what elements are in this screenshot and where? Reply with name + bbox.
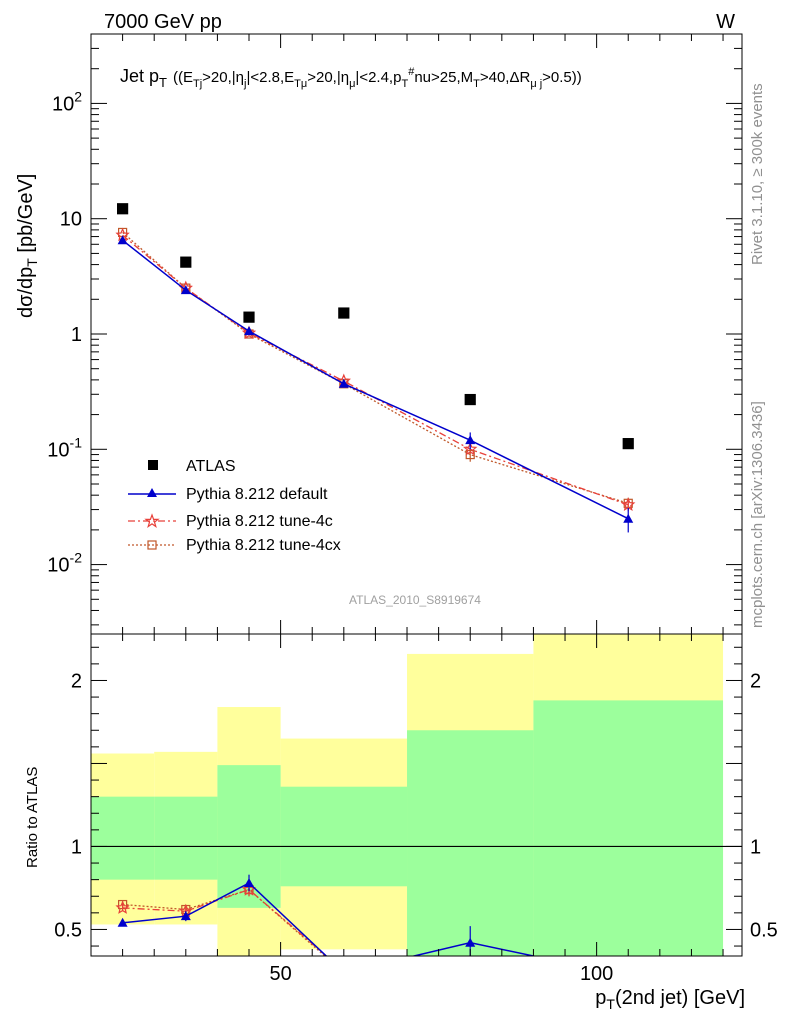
main-plot [115,203,636,533]
main-line-1 [122,239,629,520]
ratio-point-default-4 [465,937,476,947]
ratio-frame [90,633,743,957]
band-inner-4 [407,730,534,956]
band-inner-0 [91,796,155,880]
ratio-point-default-2 [244,877,255,887]
y-tick-label-ratio-left-2: 2 [71,670,82,692]
ratio-point-tune4c-5 [623,958,634,969]
ratio-point-tune4cx-4 [466,959,474,967]
analysis-id: ATLAS_2010_S8919674 [349,593,481,607]
legend-label-atlas: ATLAS [186,458,236,475]
plot-title: Jet pT ((ETj>20,|ηj|<2.8,ETμ>20,|ημ|<2.4,… [120,66,582,90]
main-point-default-5 [623,513,634,523]
ratio-line-2 [122,888,326,956]
main-point-default-3 [338,378,349,388]
main-point-tune4c-4 [462,441,478,456]
y-tick-label-main-4: 102 [52,88,82,115]
y-tick-label-ratio-right-1: 1 [750,836,761,858]
y-tick-label-main-3: 10 [60,209,82,231]
ratio-bands [91,634,724,956]
ratio-series-group [115,874,634,980]
y-tick-label-ratio-right-2: 2 [750,670,761,692]
legend: ATLAS Pythia 8.212 default Pythia 8.212 … [128,458,341,554]
x-axis-label: pT(2nd jet) [GeV] [595,987,745,1012]
ratio-point-tune4c-4 [469,955,471,956]
legend-label-default: Pythia 8.212 default [186,486,328,503]
ratio-point-tune4c-0 [115,900,130,914]
main-y-label: dσ/dpT [pb/GeV] [15,174,40,318]
y-tick-label-main-0: 10-2 [47,550,82,577]
main-point-default-1 [180,285,191,295]
legend-marker-tune4c [144,513,160,528]
y-tick-label-ratio-left-0: 0.5 [54,919,82,941]
legend-label-tune4c: Pythia 8.212 tune-4c [186,513,333,530]
ratio-point-default-5 [623,971,633,980]
ratio-y-label: Ratio to ATLAS [24,767,41,868]
x-tick-label-50: 50 [269,963,291,985]
main-point-default-4 [465,435,476,445]
main-point-atlas-2 [243,311,255,323]
legend-marker-tune4cx [147,540,157,550]
ratio-point-default-0 [117,917,128,927]
x-tick-label-100: 100 [580,963,613,985]
y-tick-label-ratio-left-1: 1 [71,836,82,858]
legend-marker-atlas [148,460,158,470]
y-tick-label-ratio-right-0: 0.5 [750,919,778,941]
ratio-point-tune4cx-3 [340,969,348,977]
ratio-point-default-3 [339,968,349,977]
main-point-default-0 [117,235,128,245]
band-inner-3 [280,786,408,887]
header-left: 7000 GeV pp [104,11,222,33]
main-point-atlas-5 [622,438,634,450]
band-inner-5 [533,700,724,956]
ratio-point-tune4c-3 [338,965,349,976]
main-line-3 [122,231,629,504]
ratio-plot [91,845,742,980]
ratio-point-tune4cx-5 [624,959,632,967]
main-point-atlas-0 [117,203,129,215]
main-point-tune4c-5 [620,497,636,511]
axes: 50 100 10-2 10-1 1 10 102 0.5 0.5 1 1 2 2 [47,33,778,985]
ratio-point-default-1 [180,911,191,921]
y-tick-label-main-2: 1 [71,324,82,346]
rivet-label: Rivet 3.1.10, ≥ 300k events [749,83,766,265]
main-point-default-2 [244,326,255,336]
main-point-atlas-4 [464,393,476,406]
legend-marker-default [147,488,157,497]
legend-label-tune4cx: Pythia 8.212 tune-4cx [186,537,341,554]
main-point-tune4c-2 [241,325,257,340]
ratio-line-0 [122,882,538,956]
header-right: W [716,11,735,33]
band-inner-1 [154,796,218,880]
y-tick-label-main-1: 10-1 [47,434,82,461]
main-point-atlas-1 [180,256,192,268]
main-point-atlas-3 [338,307,350,319]
mcplots-label: mcplots.cern.ch [arXiv:1306.3436] [749,401,766,628]
